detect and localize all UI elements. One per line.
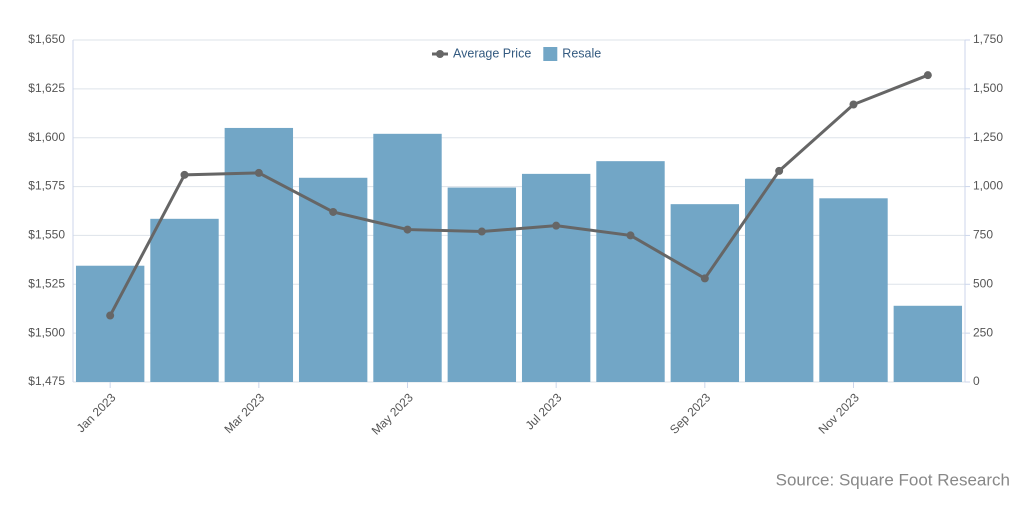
legend-swatch xyxy=(543,47,558,61)
line-point xyxy=(849,100,858,109)
x-tick-label: Sep 2023 xyxy=(667,390,713,436)
line-point xyxy=(477,227,486,236)
line-point xyxy=(329,207,338,216)
legend-item[interactable]: Average Price xyxy=(432,46,531,60)
line-point xyxy=(775,166,784,175)
bar xyxy=(75,265,145,382)
y2-tick-label: 1,250 xyxy=(973,130,1003,144)
x-tick-label: Nov 2023 xyxy=(816,390,862,436)
bar xyxy=(224,127,294,382)
line-point xyxy=(626,231,635,240)
legend-label: Resale xyxy=(562,46,601,60)
line-point xyxy=(254,168,263,177)
x-tick-label: Jan 2023 xyxy=(74,390,119,435)
x-tick-label: Mar 2023 xyxy=(221,390,267,436)
line xyxy=(108,73,929,317)
y2-tick-label: 500 xyxy=(973,276,993,290)
bar xyxy=(150,218,219,382)
x-tick-label: Jul 2023 xyxy=(523,390,565,432)
y-tick-label: $1,475 xyxy=(28,374,65,388)
line-point xyxy=(180,170,189,179)
y2-tick-label: 0 xyxy=(973,374,980,388)
y-tick-label: $1,550 xyxy=(28,228,65,242)
legend-item[interactable]: Resale xyxy=(543,46,601,61)
line-point xyxy=(552,221,561,230)
source: Source: Square Foot Research xyxy=(776,470,1010,489)
y-tick-label: $1,600 xyxy=(28,130,65,144)
y-tick-label: $1,650 xyxy=(28,32,65,46)
bar xyxy=(819,198,888,382)
y2-tick-label: 1,500 xyxy=(973,81,1003,95)
y-tick-label: $1,525 xyxy=(28,276,65,290)
y2-tick-label: 250 xyxy=(973,325,993,339)
bar xyxy=(596,161,665,382)
line-point xyxy=(923,71,932,80)
y2-tick-label: 750 xyxy=(973,228,993,242)
y-tick-label: $1,575 xyxy=(28,179,65,193)
line-point xyxy=(700,274,709,283)
bar xyxy=(521,173,591,382)
bar xyxy=(744,178,814,382)
bar xyxy=(373,133,442,382)
y2-tick-label: 1,750 xyxy=(973,32,1003,46)
bar xyxy=(670,204,740,382)
y-tick-label: $1,500 xyxy=(28,325,65,339)
legend-label: Average Price xyxy=(453,46,531,60)
y-tick-label: $1,625 xyxy=(28,81,65,95)
line-point xyxy=(106,311,115,320)
legend-marker xyxy=(436,50,444,58)
y2-tick-label: 1,000 xyxy=(973,179,1003,193)
x-tick-label: May 2023 xyxy=(369,390,416,437)
line-point xyxy=(403,225,412,234)
bar xyxy=(447,187,517,382)
bar xyxy=(893,305,963,382)
